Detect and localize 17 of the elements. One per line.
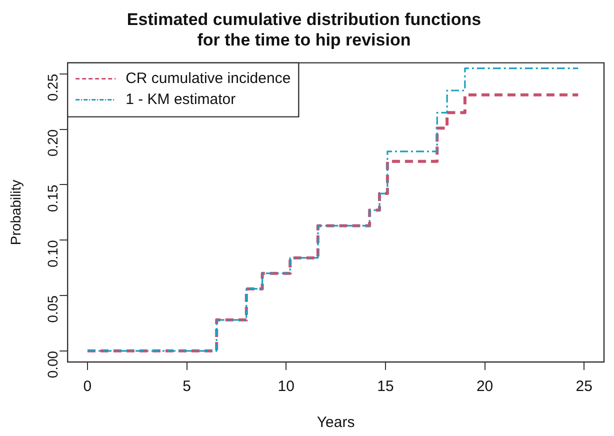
legend-label: 1 - KM estimator [126,90,236,108]
y-tick-label: 0.15 [44,184,60,212]
legend-label: CR cumulative incidence [126,70,291,87]
y-tick-label: 0.05 [44,295,60,323]
x-axis-title: Years [316,414,355,432]
chart-title: Estimated cumulative distribution functions for the time to hip revision [126,10,482,50]
x-tick-label: 0 [83,378,92,396]
y-tick-label: 0.20 [44,129,60,157]
x-tick-label: 5 [182,378,191,396]
y-tick-label: 0.25 [44,74,60,102]
x-tick-label: 10 [278,378,294,396]
y-tick-label: 0.10 [44,240,60,268]
x-tick-label: 15 [377,378,394,396]
x-tick-label: 25 [576,378,592,396]
y-axis-title: Probability [7,180,24,246]
y-tick-label: 0.00 [44,350,60,378]
x-tick-label: 20 [476,378,494,396]
